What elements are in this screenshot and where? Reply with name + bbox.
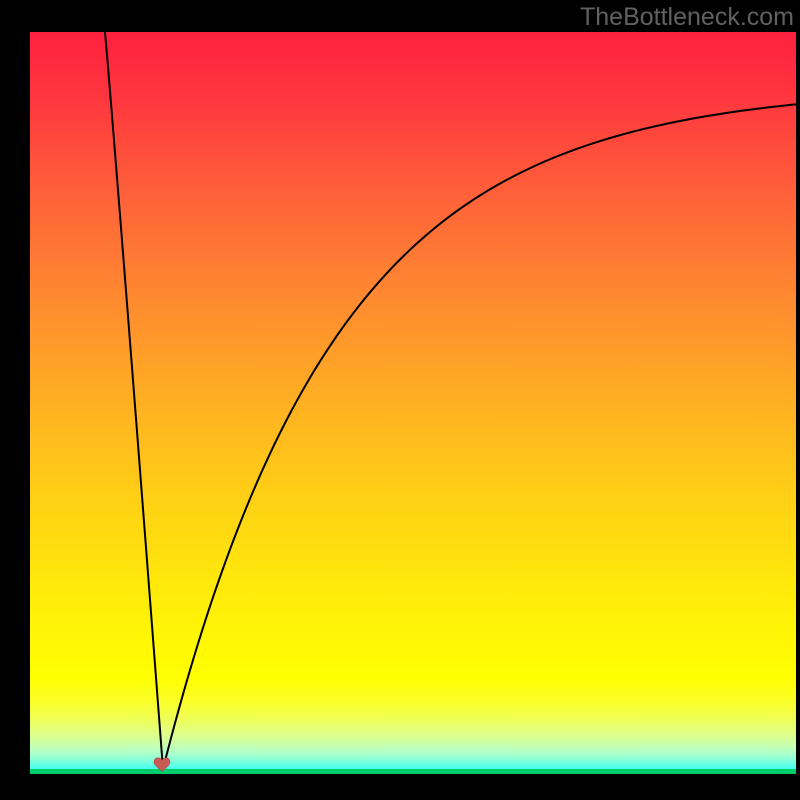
chart-frame: TheBottleneck.com <box>0 0 800 800</box>
heart-marker <box>154 758 170 772</box>
frame-border-left <box>0 0 30 800</box>
frame-border-bottom <box>0 774 800 800</box>
bottleneck-curve <box>30 32 796 774</box>
curve-path <box>105 32 796 769</box>
heart-icon <box>154 758 170 772</box>
plot-area <box>30 32 796 774</box>
watermark-text: TheBottleneck.com <box>580 3 794 32</box>
frame-border-right <box>796 0 800 800</box>
